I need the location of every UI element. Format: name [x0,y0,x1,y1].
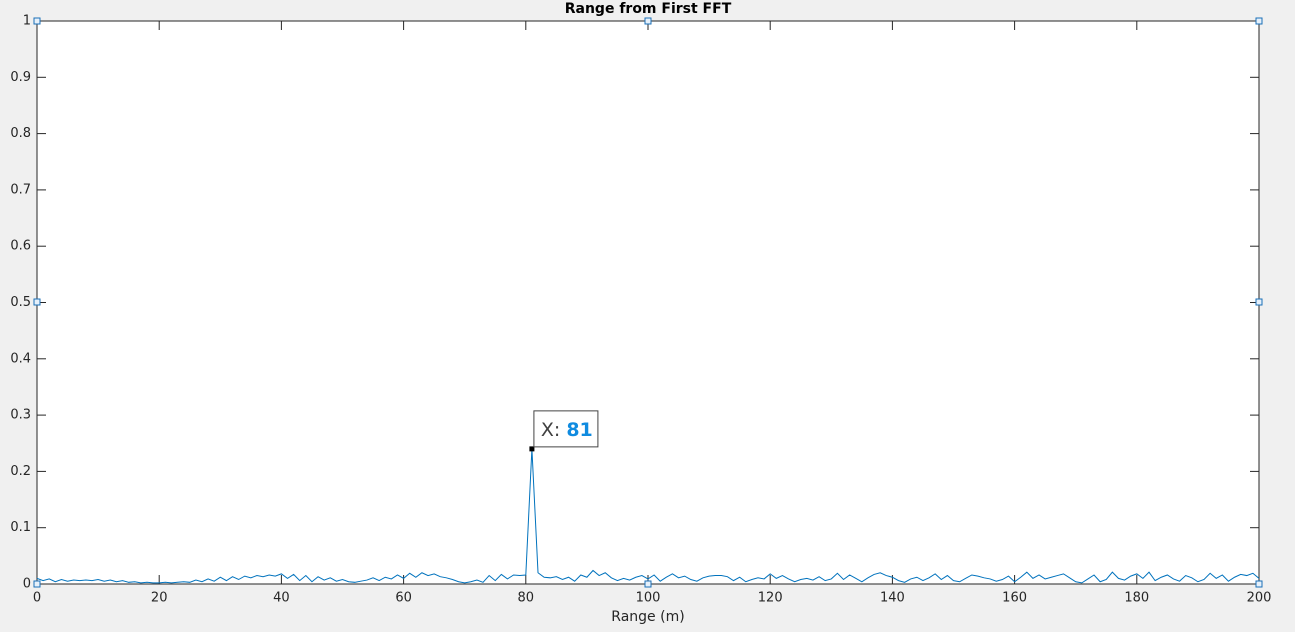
handle [1255,298,1263,306]
handle [33,298,41,306]
x-tick-label: 200 [1247,591,1272,606]
selection-handles [33,17,1263,588]
y-tick-label: 0.6 [10,239,31,254]
y-tick-label: 1 [23,14,31,29]
data-line [36,448,1260,584]
y-tick-label: 0 [23,577,31,592]
x-axis-label: Range (m) [611,609,684,625]
datatip-label: X: [541,418,560,440]
y-tick-label: 0.8 [10,126,31,141]
x-tick-label: 80 [518,591,535,606]
x-tick-label: 0 [33,591,41,606]
y-tick-label: 0.3 [10,408,31,423]
chart-title: Range from First FFT [565,1,732,17]
plot-area [36,20,1260,585]
handle [1255,17,1263,25]
x-tick-label: 40 [273,591,290,606]
handle [644,17,652,25]
y-tick-label: 0.4 [10,351,31,366]
y-tick-label: 0.2 [10,464,31,479]
x-tick-label: 140 [880,591,905,606]
x-tick-label: 160 [1002,591,1027,606]
x-tick-label: 120 [758,591,783,606]
handle [1255,580,1263,588]
y-tick-label: 0.7 [10,182,31,197]
x-tick-label: 180 [1124,591,1149,606]
y-tick-label: 0.5 [10,295,31,310]
handle [33,17,41,25]
datatip-box [533,410,599,448]
y-tick-label: 0.1 [10,520,31,535]
x-tick-label: 60 [395,591,412,606]
y-tick-label: 0.9 [10,70,31,85]
datatip-value: 81 [566,418,592,440]
handle [644,580,652,588]
datatip-text: X: 81 [541,418,593,440]
handle [33,580,41,588]
x-tick-label: 20 [151,591,168,606]
x-tick-label: 100 [636,591,661,606]
datatip-marker [529,446,535,452]
